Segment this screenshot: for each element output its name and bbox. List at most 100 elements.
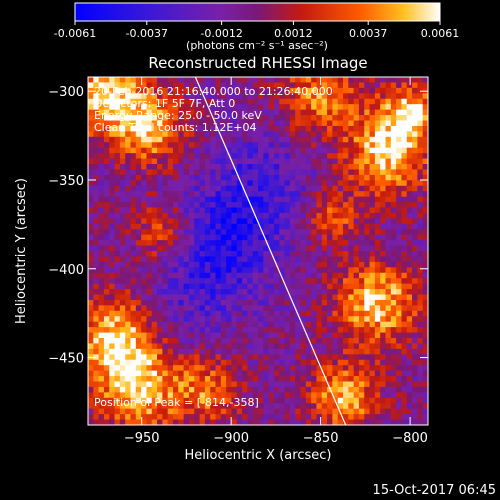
heatmap-cell xyxy=(167,310,174,317)
heatmap-cell xyxy=(109,267,115,274)
heatmap-cell xyxy=(146,158,153,165)
heatmap-cell xyxy=(119,174,126,181)
heatmap-cell xyxy=(300,343,307,350)
heatmap-cell xyxy=(422,321,428,328)
heatmap-cell xyxy=(146,386,153,393)
heatmap-cell xyxy=(258,147,264,154)
heatmap-cell xyxy=(353,267,360,274)
heatmap-cell xyxy=(348,316,355,323)
heatmap-cell xyxy=(369,332,376,339)
heatmap-cell xyxy=(130,115,137,121)
heatmap-cell xyxy=(130,180,137,187)
heatmap-cell xyxy=(327,376,333,382)
heatmap-cell xyxy=(236,142,243,149)
heatmap-cell xyxy=(183,283,190,290)
heatmap-cell xyxy=(258,131,264,138)
heatmap-cell xyxy=(279,93,285,100)
heatmap-cell xyxy=(204,169,211,176)
heatmap-cell xyxy=(284,185,291,192)
heatmap-cell xyxy=(130,169,137,176)
heatmap-cell xyxy=(364,321,370,328)
heatmap-cell xyxy=(141,207,147,214)
heatmap-cell xyxy=(327,120,333,127)
heatmap-cell xyxy=(109,256,115,263)
heatmap-cell xyxy=(199,196,206,203)
heatmap-cell xyxy=(332,256,339,263)
heatmap-cell xyxy=(263,202,270,208)
colorbar-tick-label: 0.0012 xyxy=(274,27,313,40)
heatmap-cell xyxy=(327,174,333,181)
heatmap-cell xyxy=(242,77,248,83)
heatmap-cell xyxy=(173,229,179,236)
heatmap-cell xyxy=(88,321,94,328)
heatmap-cell xyxy=(295,185,301,192)
heatmap-cell xyxy=(125,93,131,100)
heatmap-cell xyxy=(412,348,418,355)
heatmap-cell xyxy=(316,98,323,105)
heatmap-cell xyxy=(390,104,397,111)
heatmap-cell xyxy=(300,332,307,339)
heatmap-cell xyxy=(226,207,232,214)
heatmap-cell xyxy=(364,191,370,198)
heatmap-cell xyxy=(263,185,270,192)
heatmap-cell xyxy=(406,256,413,263)
heatmap-cell xyxy=(167,229,174,236)
heatmap-cell xyxy=(385,338,392,344)
heatmap-cell xyxy=(231,414,238,420)
heatmap-cell xyxy=(114,136,121,143)
heatmap-cell xyxy=(263,403,270,410)
heatmap-cell xyxy=(380,218,386,225)
heatmap-cell xyxy=(396,77,402,83)
heatmap-cell xyxy=(279,305,285,312)
heatmap-cell xyxy=(215,403,222,410)
heatmap-cell xyxy=(103,207,110,214)
heatmap-cell xyxy=(390,251,397,257)
heatmap-cell xyxy=(263,77,270,83)
heatmap-cell xyxy=(284,343,291,350)
heatmap-cell xyxy=(258,381,264,388)
heatmap-cell xyxy=(321,185,328,192)
heatmap-cell xyxy=(146,381,153,388)
heatmap-cell xyxy=(220,234,227,241)
heatmap-cell xyxy=(295,180,301,187)
heatmap-cell xyxy=(141,289,147,295)
heatmap-cell xyxy=(258,245,264,252)
heatmap-cell xyxy=(194,251,200,257)
heatmap-cell xyxy=(390,370,397,377)
heatmap-cell xyxy=(141,343,147,350)
heatmap-cell xyxy=(305,289,312,295)
heatmap-cell xyxy=(390,376,397,382)
heatmap-cell xyxy=(364,125,370,132)
heatmap-cell xyxy=(295,267,301,274)
heatmap-cell xyxy=(374,180,381,187)
heatmap-cell xyxy=(337,321,344,328)
heatmap-cell xyxy=(279,109,285,116)
heatmap-cell xyxy=(135,82,142,89)
heatmap-cell xyxy=(337,278,344,285)
heatmap-cell xyxy=(247,131,254,138)
heatmap-cell xyxy=(406,120,413,127)
heatmap-cell xyxy=(327,354,333,361)
heatmap-cell xyxy=(151,386,158,393)
heatmap-cell xyxy=(162,93,169,100)
heatmap-cell xyxy=(300,131,307,138)
heatmap-cell xyxy=(135,77,142,83)
heatmap-cell xyxy=(332,278,339,285)
heatmap-cell xyxy=(369,278,376,285)
heatmap-cell xyxy=(167,207,174,214)
heatmap-cell xyxy=(422,104,428,111)
heatmap-cell xyxy=(412,98,418,105)
heatmap-cell xyxy=(167,240,174,246)
heatmap-cell xyxy=(162,365,169,372)
heatmap-cell xyxy=(210,169,216,176)
heatmap-cell xyxy=(162,234,169,241)
heatmap-cell xyxy=(343,294,349,301)
heatmap-cell xyxy=(231,169,238,176)
heatmap-cell xyxy=(125,169,131,176)
heatmap-cell xyxy=(348,397,355,404)
heatmap-cell xyxy=(199,397,206,404)
heatmap-cell xyxy=(422,240,428,246)
heatmap-cell xyxy=(390,191,397,198)
heatmap-cell xyxy=(358,153,365,159)
heatmap-cell xyxy=(183,256,190,263)
